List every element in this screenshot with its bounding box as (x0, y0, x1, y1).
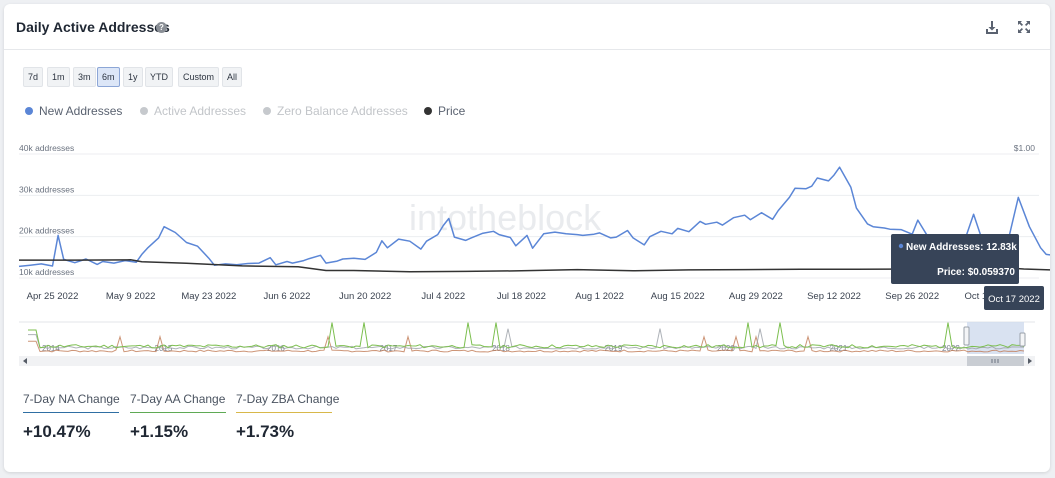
x-axis-label: Sep 26 2022 (885, 291, 939, 302)
x-axis-label: Apr 25 2022 (27, 291, 79, 302)
navigator-series-line (28, 322, 1025, 349)
navigator-scrollbar-thumb[interactable] (967, 356, 1024, 366)
legend-item-new-addresses[interactable]: New Addresses (25, 104, 122, 118)
metric-label: 7-Day NA Change (23, 392, 120, 406)
navigator-year-label: 2018 (492, 344, 510, 353)
metric-label: 7-Day AA Change (130, 392, 226, 406)
grip-lines-icon (991, 359, 999, 363)
x-axis-label: Aug 29 2022 (729, 291, 783, 302)
navigator-scrollbar-track[interactable] (19, 356, 1035, 366)
navigator-year-label: 2021 (830, 344, 848, 353)
legend-item-active-addresses[interactable]: Active Addresses (140, 104, 246, 118)
range-button-ytd[interactable]: YTD (145, 67, 173, 87)
navigator-year-label: 2019 (605, 344, 623, 353)
legend-dot-icon (263, 107, 271, 115)
tooltip-date-label: Oct 17 2022 (988, 294, 1040, 305)
navigator-series-line (28, 334, 1025, 353)
series-line-price (19, 259, 1050, 273)
y-axis-label: 10k addresses (19, 267, 74, 277)
scroll-right-arrow-icon[interactable] (1028, 358, 1032, 364)
navigator-series-line (28, 328, 1025, 350)
y-axis-label: 40k addresses (19, 143, 74, 153)
watermark: intotheblock (409, 197, 602, 238)
x-axis-label: Jul 4 2022 (421, 291, 465, 302)
navigator-year-label: 2017 (380, 344, 398, 353)
legend-dot-icon (25, 107, 33, 115)
legend-label: New Addresses (39, 104, 123, 118)
y-right-axis-label: $1.00 (1014, 143, 1036, 153)
legend-label: Zero Balance Addresses (277, 104, 408, 118)
metric-underline (236, 412, 332, 413)
navigator-selection[interactable] (967, 322, 1024, 354)
navigator-year-label: 2020 (717, 344, 735, 353)
chart-card: Daily Active Addresses ? 7d 1m 3m 6m 1y … (4, 4, 1050, 472)
range-button-all[interactable]: All (222, 67, 243, 87)
range-button-custom[interactable]: Custom (178, 67, 220, 87)
navigator-year-label: 2016 (267, 344, 285, 353)
range-button-1y[interactable]: 1y (123, 67, 143, 87)
navigator-year-label: 2022 (942, 344, 960, 353)
x-axis-label: Aug 1 2022 (575, 291, 624, 302)
range-button-6m[interactable]: 6m (97, 67, 120, 87)
metric-value: +1.15% (130, 422, 189, 441)
fullscreen-icon[interactable] (1016, 19, 1032, 35)
question-circle-icon[interactable]: ? (156, 22, 167, 33)
metric-underline (23, 412, 119, 413)
x-axis-label: Jun 6 2022 (263, 291, 310, 302)
range-button-7d[interactable]: 7d (23, 67, 44, 87)
navigator-handle-right[interactable] (1019, 332, 1026, 347)
x-axis-label: Jun 20 2022 (339, 291, 391, 302)
metric-label: 7-Day ZBA Change (236, 392, 340, 406)
metric-underline (130, 412, 226, 413)
legend-item-zero-balance-addresses[interactable]: Zero Balance Addresses (263, 104, 408, 118)
tooltip-dot-icon (898, 243, 904, 249)
tooltip-price-label: Price: $0.059370 (937, 267, 1015, 278)
range-button-1m[interactable]: 1m (47, 67, 70, 87)
x-axis-label: Jul 18 2022 (497, 291, 546, 302)
legend-label: Active Addresses (154, 104, 247, 118)
x-axis-label: May 23 2022 (181, 291, 236, 302)
y-axis-label: 20k addresses (19, 226, 74, 236)
tooltip-box (891, 234, 1019, 284)
navigator-year-label: 2014 (42, 344, 60, 353)
tooltip-series-label: New Addresses: 12.83k (906, 242, 1017, 253)
range-button-3m[interactable]: 3m (73, 67, 96, 87)
card-header: Daily Active Addresses ? (4, 4, 1050, 50)
metric-value: +10.47% (23, 422, 91, 441)
metric-value: +1.73% (236, 422, 295, 441)
x-axis-label: Oct 10 2022 (964, 291, 1016, 302)
navigator-year-label: 2015 (155, 344, 173, 353)
legend-label: Price (438, 104, 466, 118)
series-line-new-addresses (18, 166, 1050, 268)
x-axis-label: Sep 12 2022 (807, 291, 861, 302)
legend-item-price[interactable]: Price (424, 104, 465, 118)
main-chart: intotheblock 40k addresses 30k addresses 2… (18, 143, 1050, 366)
y-axis-label: 30k addresses (19, 184, 74, 194)
navigator-handle-left[interactable] (963, 326, 970, 346)
tooltip-date-box (984, 286, 1044, 310)
card-title: Daily Active Addresses (16, 19, 170, 35)
download-icon[interactable] (984, 19, 1000, 35)
legend-dot-icon (424, 107, 432, 115)
legend-dot-icon (140, 107, 148, 115)
x-axis-label: Aug 15 2022 (651, 291, 705, 302)
x-axis-label: May 9 2022 (106, 291, 156, 302)
scroll-left-arrow-icon[interactable] (23, 358, 27, 364)
